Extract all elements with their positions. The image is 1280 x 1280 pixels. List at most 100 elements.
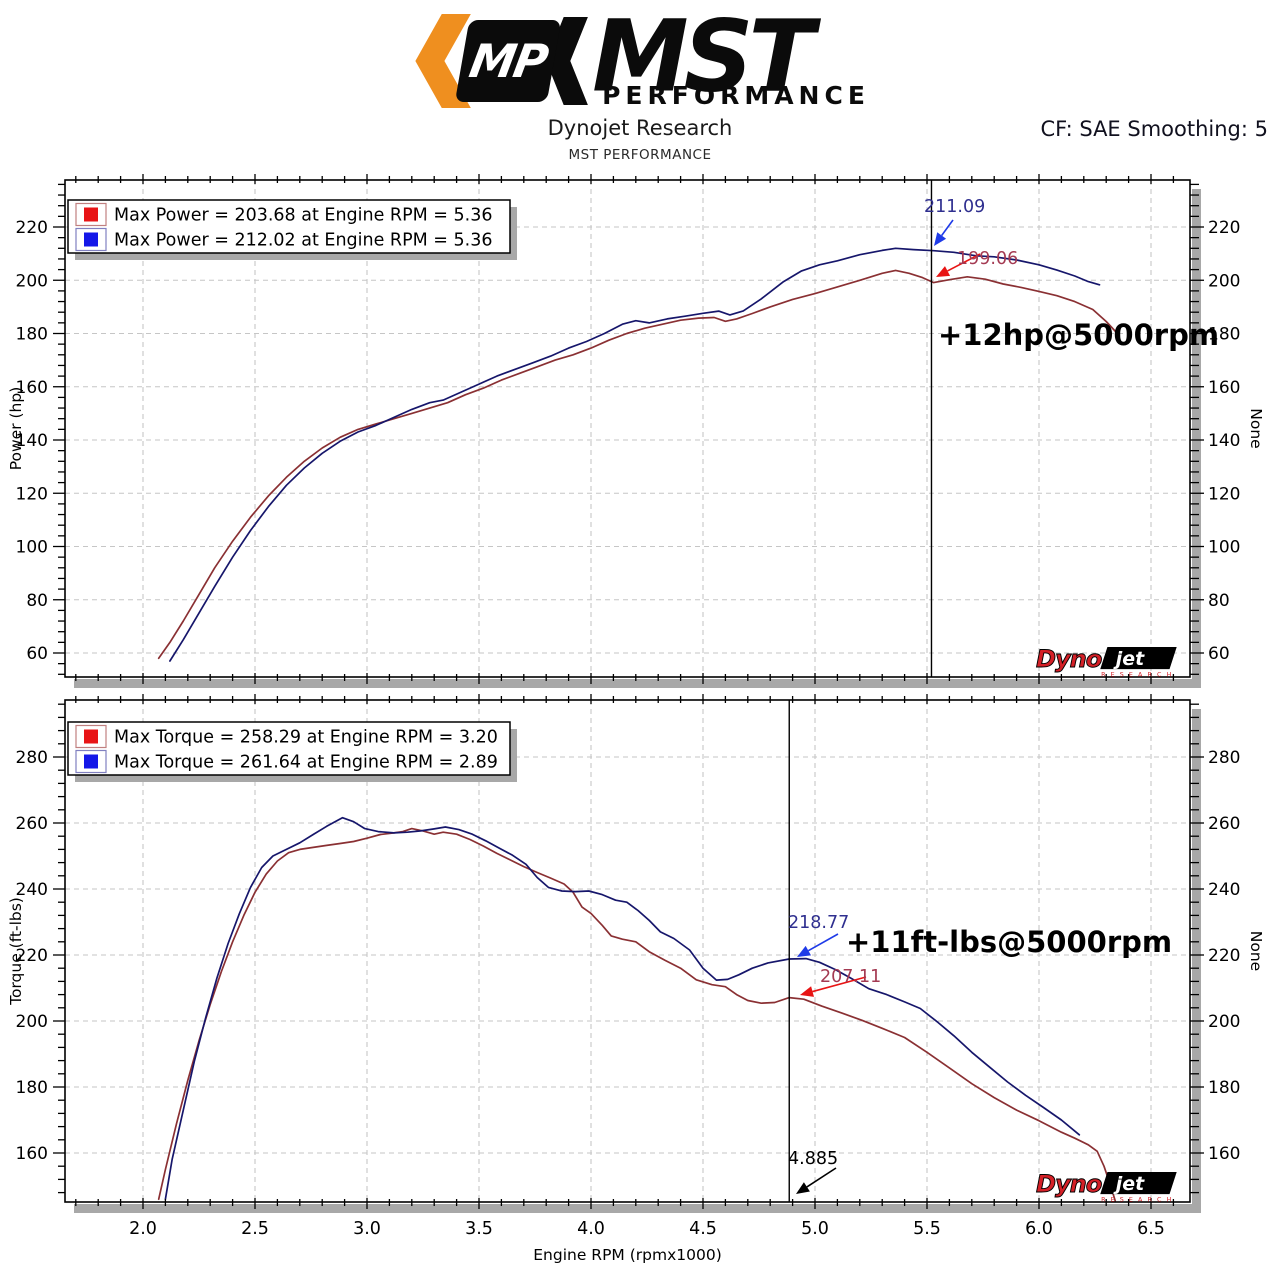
x-tick-label: 2.0 — [129, 1219, 157, 1239]
axis-ticks — [53, 694, 1204, 1209]
dynojet-text-jet: jet — [1113, 1173, 1145, 1195]
annotations: 218.77+11ft-lbs@5000rpm 207.11 4.885 — [788, 913, 1172, 1194]
y-tick-label: 200 — [16, 1012, 48, 1032]
x-tick-label: 4.0 — [577, 1219, 605, 1239]
plot-frame — [64, 179, 1191, 678]
y-axis-title: Torque (ft-lbs) — [7, 897, 25, 1006]
x-tick-label: 3.0 — [353, 1219, 381, 1239]
dynojet-text-dyno: Dyno — [1036, 1170, 1102, 1198]
dynojet-text-research: R E S E A R C H — [1101, 671, 1173, 678]
plot-background — [65, 700, 1190, 1202]
y-tick-label-right: 180 — [1208, 1078, 1240, 1098]
y-tick-label-right: 200 — [1208, 1012, 1240, 1032]
legend: Max Power = 203.68 at Engine RPM = 5.36 M… — [67, 199, 517, 260]
plot-frame — [64, 699, 1191, 1203]
y-tick-label: 100 — [16, 538, 48, 558]
frame-shadow-right — [1192, 709, 1201, 1205]
annotation-arrow-head — [797, 945, 812, 957]
x-axis-title: Engine RPM (rpmx1000) — [533, 1246, 722, 1264]
curve-baseline — [157, 827, 1117, 1202]
y-tick-label: 180 — [16, 325, 48, 345]
y-tick-label: 140 — [16, 431, 48, 451]
right-axis-title: None — [1247, 408, 1265, 448]
y-tick-label-right: 220 — [1208, 946, 1240, 966]
y-tick-label: 120 — [16, 484, 48, 504]
report-title: Dynojet Research — [547, 116, 733, 140]
y-tick-label: 160 — [16, 1144, 48, 1164]
annotation-arrow-line — [807, 933, 839, 952]
annotation-text: 211.09 — [924, 197, 985, 217]
axis-ticks — [53, 174, 1204, 684]
y-tick-label: 240 — [16, 880, 48, 900]
legend-swatch — [84, 729, 98, 744]
x-tick-label: 5.5 — [913, 1219, 941, 1239]
y-axis-title: Power (hp) — [7, 387, 25, 471]
mst-performance-logo: MP MST PERFORMANCE — [410, 6, 870, 116]
legend-swatch — [84, 232, 98, 247]
logo-performance-text: PERFORMANCE — [602, 81, 870, 111]
annotation-arrow-head — [934, 232, 947, 246]
annotation-text: 218.77 — [788, 913, 849, 933]
legend-swatch — [84, 207, 98, 222]
legend-entry-text: Max Power = 203.68 at Engine RPM = 5.36 — [114, 206, 493, 226]
x-tick-label: 6.0 — [1025, 1219, 1053, 1239]
dynojet-text-jet: jet — [1113, 648, 1145, 670]
legend-swatch — [84, 754, 98, 769]
logo-wordmark: MST PERFORMANCE — [592, 0, 870, 115]
y-tick-label-right: 240 — [1208, 880, 1240, 900]
logo-mst-text: MST — [592, 0, 815, 115]
y-tick-label-right: 60 — [1208, 644, 1230, 664]
legend-entry-text: Max Torque = 261.64 at Engine RPM = 2.89 — [114, 753, 498, 773]
annotation-text: 199.06 — [957, 249, 1018, 269]
y-tick-label-right: 200 — [1208, 271, 1240, 291]
annotation-arrow-line — [947, 253, 981, 272]
y-tick-label: 280 — [16, 748, 48, 768]
legend: Max Torque = 258.29 at Engine RPM = 3.20… — [67, 721, 517, 782]
dynojet-text-research: R E S E A R C H — [1101, 1196, 1173, 1203]
annotation-arrow-head — [796, 1182, 810, 1194]
annotation-text: +11ft-lbs@5000rpm — [846, 925, 1172, 959]
y-tick-label-right: 180 — [1208, 325, 1240, 345]
correction-factor-label: CF: SAE Smoothing: 5 — [1040, 117, 1268, 141]
y-tick-label-right: 100 — [1208, 538, 1240, 558]
y-tick-label-right: 120 — [1208, 484, 1240, 504]
annotation-arrow-head — [936, 266, 951, 277]
x-tick-label: 6.5 — [1137, 1219, 1165, 1239]
annotation-text: 207.11 — [820, 967, 881, 987]
frame-shadow-bottom — [74, 1204, 1201, 1213]
y-tick-label: 160 — [16, 378, 48, 398]
gridlines — [65, 700, 1190, 1202]
y-tick-label-right: 80 — [1208, 591, 1230, 611]
x-tick-label: 4.5 — [689, 1219, 717, 1239]
y-tick-label-right: 280 — [1208, 748, 1240, 768]
y-tick-label: 200 — [16, 271, 48, 291]
frame-shadow-right — [1192, 189, 1201, 680]
annotation-arrow-head — [800, 986, 814, 997]
annotation-arrow-line — [941, 219, 954, 236]
x-tick-label: 2.5 — [241, 1219, 269, 1239]
y-tick-label-right: 160 — [1208, 378, 1240, 398]
right-axis-title: None — [1247, 931, 1265, 971]
y-tick-label: 220 — [16, 946, 48, 966]
legend-box — [67, 721, 511, 776]
annotation-text: +12hp@5000rpm — [938, 318, 1219, 352]
y-tick-label: 80 — [26, 591, 48, 611]
legend-entry-text: Max Torque = 258.29 at Engine RPM = 3.20 — [114, 728, 498, 748]
curve-mst-intake — [164, 816, 1081, 1201]
y-tick-label-right: 260 — [1208, 814, 1240, 834]
annotations: 211.09 199.06 +12hp@5000rpm — [924, 197, 1219, 352]
frame-shadow-bottom — [74, 679, 1201, 688]
y-tick-label-right: 220 — [1208, 218, 1240, 238]
y-tick-label: 220 — [16, 218, 48, 238]
report-subtitle: MST PERFORMANCE — [568, 147, 712, 163]
curve-mst-intake — [169, 247, 1101, 662]
curve-baseline — [157, 269, 1119, 660]
x-tick-label: 3.5 — [465, 1219, 493, 1239]
y-tick-label-right: 140 — [1208, 431, 1240, 451]
annotation-arrow-line — [812, 976, 867, 993]
legend-box — [67, 199, 511, 254]
plot-background — [65, 180, 1190, 677]
